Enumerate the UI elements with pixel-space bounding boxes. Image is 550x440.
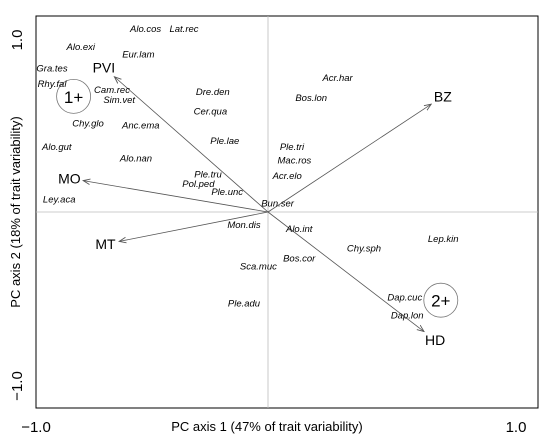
species-label-sca-muc: Sca.muc [240, 261, 277, 272]
vector-label-bz: BZ [434, 88, 452, 104]
vector-arrow-mo [83, 181, 269, 213]
y-tick-max: 1.0 [9, 30, 26, 51]
species-label-mon-dis: Mon.dis [227, 220, 261, 231]
species-label-dre-den: Dre.den [196, 87, 230, 98]
species-label-ley-aca: Ley.aca [43, 195, 76, 206]
species-label-gra-tes: Gra.tes [36, 63, 67, 74]
x-axis-title: PC axis 1 (47% of trait variability) [171, 419, 362, 434]
group-label-1: 1+ [64, 88, 83, 107]
species-label-ple-tri: Ple.tri [280, 142, 305, 153]
group-circles: 1+ 2+ [56, 78, 459, 318]
species-label-pol-ped: Pol.ped [182, 179, 215, 190]
species-label-bos-cor: Bos.cor [283, 254, 316, 265]
vector-label-mo: MO [58, 170, 81, 186]
species-label-acr-har: Acr.har [321, 73, 353, 84]
species-label-alo-cos: Alo.cos [129, 24, 161, 35]
species-label-eur-lam: Eur.lam [122, 50, 154, 61]
species-label-dap-lon: Dap.lon [391, 310, 424, 321]
vector-arrow-mt [119, 211, 269, 241]
species-label-ple-tru: Ple.tru [194, 169, 222, 180]
species-label-mac-ros: Mac.ros [278, 156, 312, 167]
vector-label-hd: HD [425, 332, 445, 348]
species-label-acr-elo: Acr.elo [272, 171, 302, 182]
species-label-cam-rec: Cam.rec [94, 85, 130, 96]
species-label-alo-exi: Alo.exi [66, 42, 96, 53]
x-tick-min: −1.0 [21, 419, 51, 436]
species-label-ple-lae: Ple.lae [210, 136, 239, 147]
species-label-rhy-fal: Rhy.fal [38, 79, 68, 90]
species-label-chy-sph: Chy.sph [347, 244, 381, 255]
species-label-cer-qua: Cer.qua [194, 107, 227, 118]
species-label-alo-gut: Alo.gut [41, 142, 72, 153]
vector-label-mt: MT [95, 236, 116, 252]
y-tick-min: −1.0 [9, 371, 26, 401]
vector-arrow-hd [267, 211, 424, 332]
species-label-alo-nan: Alo.nan [119, 154, 152, 165]
species-label-alo-int: Alo.int [285, 224, 313, 235]
species-labels: Alo.cos Lat.rec Alo.exi Eur.lam Gra.tes Rhy.f… [36, 24, 458, 321]
species-label-dap-cuc: Dap.cuc [387, 293, 422, 304]
vector-arrow-bz [267, 104, 431, 213]
species-label-ple-adu: Ple.adu [228, 299, 261, 310]
species-label-anc-ema: Anc.ema [121, 120, 160, 131]
vector-label-pvi: PVI [93, 60, 116, 76]
x-tick-max: 1.0 [506, 419, 527, 436]
group-circle-1 [56, 78, 91, 114]
species-label-ple-unc: Ple.unc [211, 187, 243, 198]
species-label-bos-lon: Bos.lon [295, 93, 327, 104]
species-label-bun-ser: Bun.ser [261, 199, 295, 210]
y-axis-title: PC axis 2 (18% of trait variability) [8, 116, 23, 307]
species-label-lat-rec: Lat.rec [169, 24, 198, 35]
group-label-2: 2+ [431, 292, 450, 311]
species-label-chy-glo: Chy.glo [72, 118, 104, 129]
species-label-sim-vet: Sim.vet [103, 95, 135, 106]
vector-arrow-pvi [114, 77, 269, 213]
species-label-lep-kin: Lep.kin [428, 234, 459, 245]
group-circle-2 [423, 282, 459, 318]
loading-vectors: PVI BZ MO MT HD [58, 60, 452, 349]
